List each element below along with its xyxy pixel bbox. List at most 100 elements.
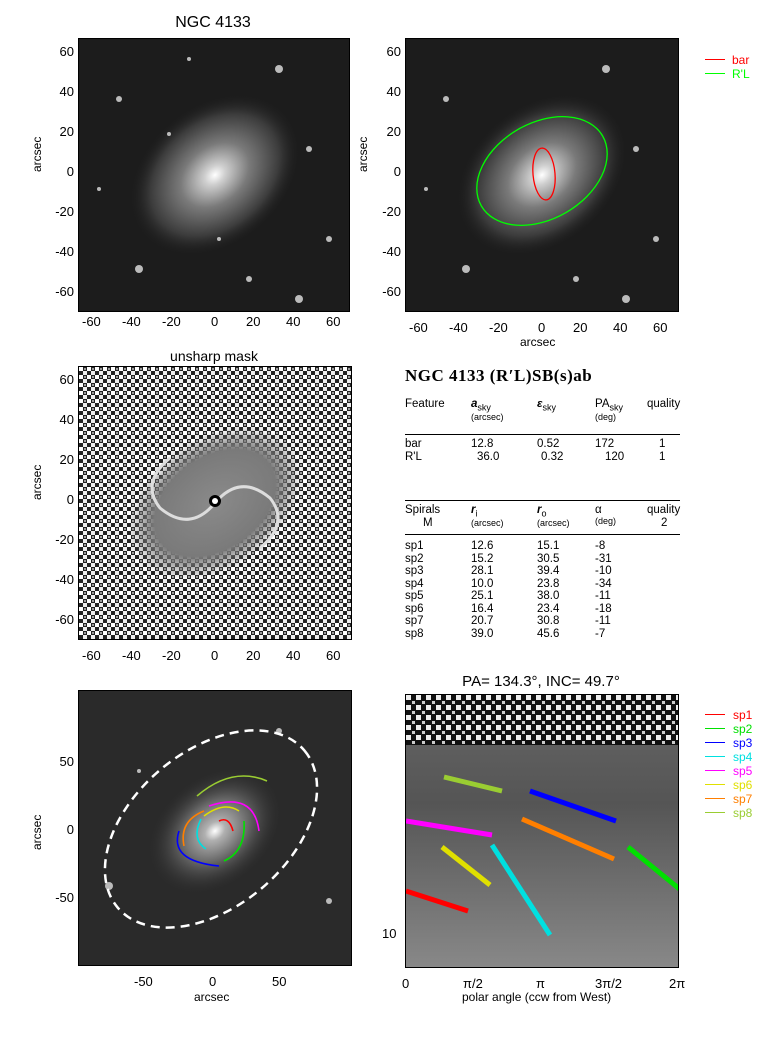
xtick: 20	[246, 648, 261, 663]
panel3-xticks: -60 -40 -20 0 20 40 60	[78, 648, 350, 664]
bar-ellipse	[532, 147, 556, 201]
ytick: -60	[382, 284, 401, 299]
cell: 30.8	[537, 615, 560, 627]
panel3-title: unsharp mask	[170, 348, 258, 364]
panel6-title: PA= 134.3°, INC= 49.7°	[462, 673, 620, 690]
panel1-xticks: -60 -40 -20 0 20 40 60	[78, 314, 350, 330]
cell: 20.7	[471, 615, 494, 627]
legend-label: sp1	[733, 708, 753, 722]
ytick: 60	[59, 372, 74, 387]
divider	[405, 500, 680, 501]
ellipse-fit-image	[424, 65, 659, 303]
spiral-trace-sp3	[176, 830, 220, 867]
ytick: 0	[66, 164, 74, 179]
ytick: -40	[382, 244, 401, 259]
xtick: -50	[134, 974, 153, 989]
xtick: 50	[272, 974, 287, 989]
xtick: 20	[573, 320, 588, 335]
panel2-xlabel: arcsec	[520, 335, 556, 349]
table-title: NGC 4133 (R′L)SB(s)ab	[405, 366, 593, 385]
cell: -11	[595, 615, 611, 627]
cell: sp8	[405, 627, 424, 640]
cell: -8	[595, 540, 606, 552]
panel5-yticks: 50 0 -50	[38, 690, 74, 964]
legend-swatch	[705, 784, 725, 785]
col-pa: PA	[595, 398, 610, 410]
ytick: -40	[55, 244, 74, 259]
xtick: 0	[211, 314, 219, 329]
panel6-ytick: 10	[382, 926, 397, 941]
legend-label: sp2	[733, 722, 753, 736]
col-feature: Feature	[405, 398, 445, 410]
spiral-trace-sp1	[218, 818, 234, 832]
xtick: 40	[613, 320, 628, 335]
legend-item-sp6: sp6	[705, 778, 775, 792]
arm-segment-sp5	[406, 818, 493, 838]
legend-label: bar	[732, 53, 750, 67]
legend-swatch	[705, 770, 725, 771]
cell: sp3	[405, 565, 424, 577]
panel3-yticks: 60 40 20 0 -20 -40 -60	[38, 366, 74, 638]
cell: 15.2	[471, 552, 494, 565]
cell: 23.8	[537, 577, 560, 590]
legend-item-sp8: sp8	[705, 806, 775, 820]
xtick: π/2	[463, 976, 483, 991]
panel5-xticks: -50 0 50	[78, 974, 350, 990]
xtick: 2π	[669, 976, 686, 991]
legend-label: sp4	[733, 750, 753, 764]
legend-item-sp7: sp7	[705, 792, 775, 806]
galaxy-image	[97, 57, 332, 303]
ytick: 60	[59, 44, 74, 59]
table-row: sp8 39.0 45.6 -7	[405, 628, 680, 641]
xtick: -40	[449, 320, 468, 335]
ytick: 20	[386, 124, 401, 139]
table-row: sp6 16.4 23.4 -18	[405, 603, 680, 616]
cell: 38.0	[537, 590, 560, 602]
panel6-legend: sp1 sp2 sp3 sp4 sp5 sp6 sp7 sp8	[705, 708, 775, 820]
ytick: 0	[393, 164, 401, 179]
col-ri-sub: i	[475, 508, 478, 519]
xtick: -60	[409, 320, 428, 335]
xtick: 0	[538, 320, 546, 335]
panel2-yticks: 60 40 20 0 -20 -40 -60	[365, 38, 401, 310]
cell: 1	[659, 451, 666, 463]
legend-label: sp3	[733, 736, 753, 750]
ytick: 0	[66, 822, 74, 837]
cell: 10.0	[471, 577, 494, 590]
legend-swatch	[705, 742, 725, 743]
arm-segment-sp7	[521, 816, 615, 862]
legend-label: sp7	[733, 792, 753, 806]
xtick: -20	[489, 320, 508, 335]
spiral-trace-sp2	[223, 820, 245, 862]
cell: -10	[595, 565, 612, 577]
xtick: -40	[122, 314, 141, 329]
cell: 16.4	[471, 602, 494, 615]
xtick: 60	[326, 314, 341, 329]
cell: sp5	[405, 590, 424, 602]
spiral-trace-sp6	[203, 806, 240, 817]
xtick: -40	[122, 648, 141, 663]
cell: 23.4	[537, 602, 560, 615]
cell: 39.0	[471, 627, 494, 640]
table-row: sp5 25.1 38.0 -11	[405, 590, 680, 603]
legend-swatch	[705, 59, 725, 60]
panel6-xticks: 0 π/2 π 3π/2 2π	[402, 976, 686, 992]
legend-label: sp6	[733, 778, 753, 792]
arm-segment-sp8	[443, 774, 503, 794]
cell: 30.5	[537, 552, 560, 565]
cell: 120	[605, 451, 625, 463]
unsharp-mask-panel	[78, 366, 352, 640]
legend-item-sp5: sp5	[705, 764, 775, 778]
legend-item-sp4: sp4	[705, 750, 775, 764]
col-alpha: α	[595, 504, 602, 516]
cell: 15.1	[537, 540, 560, 552]
ytick: 20	[59, 452, 74, 467]
cell: 25.1	[471, 590, 494, 602]
polar-unwrap-panel	[405, 694, 679, 968]
xtick: 0	[211, 648, 219, 663]
ytick: 0	[66, 492, 74, 507]
arm-segment-sp6	[440, 845, 492, 887]
legend-swatch	[705, 798, 725, 799]
xtick: -60	[82, 648, 101, 663]
col-eps: ε	[537, 398, 543, 410]
